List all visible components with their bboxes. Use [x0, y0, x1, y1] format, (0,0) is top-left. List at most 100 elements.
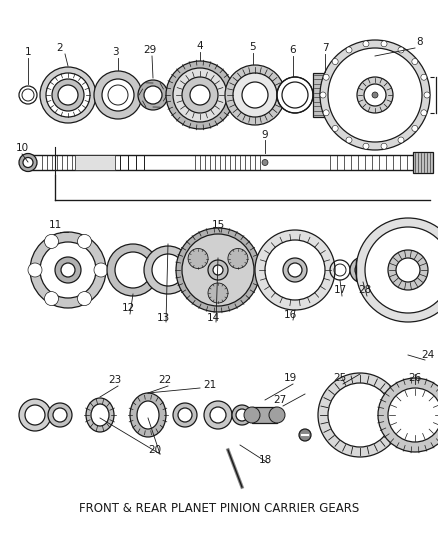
- Text: 7: 7: [321, 43, 328, 53]
- Ellipse shape: [91, 404, 109, 426]
- Circle shape: [398, 47, 404, 53]
- Circle shape: [102, 79, 134, 111]
- Circle shape: [138, 80, 168, 110]
- Circle shape: [61, 263, 75, 277]
- Circle shape: [188, 248, 208, 269]
- Circle shape: [381, 41, 387, 47]
- Text: 14: 14: [206, 313, 219, 323]
- Circle shape: [115, 252, 151, 288]
- Circle shape: [236, 409, 248, 421]
- Circle shape: [421, 74, 427, 80]
- Circle shape: [328, 48, 422, 142]
- Circle shape: [363, 143, 369, 149]
- Circle shape: [144, 86, 162, 104]
- Circle shape: [265, 240, 325, 300]
- Circle shape: [225, 65, 285, 125]
- Circle shape: [244, 407, 260, 423]
- Circle shape: [208, 283, 228, 303]
- Text: FRONT & REAR PLANET PINION CARRIER GEARS: FRONT & REAR PLANET PINION CARRIER GEARS: [79, 502, 359, 514]
- Circle shape: [424, 92, 430, 98]
- Circle shape: [350, 257, 376, 283]
- Circle shape: [23, 157, 33, 167]
- Circle shape: [346, 137, 352, 143]
- Circle shape: [173, 68, 227, 122]
- Circle shape: [323, 110, 329, 116]
- Circle shape: [176, 228, 260, 312]
- Text: 1: 1: [25, 47, 31, 57]
- Bar: [313, 73, 337, 117]
- Text: 11: 11: [48, 220, 62, 230]
- Circle shape: [381, 143, 387, 149]
- Ellipse shape: [137, 401, 159, 429]
- Circle shape: [40, 67, 96, 123]
- Text: 19: 19: [283, 373, 297, 383]
- Text: 22: 22: [159, 375, 172, 385]
- Text: 28: 28: [358, 285, 371, 295]
- Circle shape: [357, 77, 393, 113]
- Circle shape: [94, 71, 142, 119]
- Circle shape: [19, 399, 51, 431]
- Circle shape: [210, 407, 226, 423]
- Circle shape: [255, 230, 335, 310]
- Text: 3: 3: [112, 47, 118, 57]
- Text: 18: 18: [258, 455, 272, 465]
- Circle shape: [334, 90, 344, 100]
- Circle shape: [52, 79, 84, 111]
- Circle shape: [55, 257, 81, 283]
- Circle shape: [213, 265, 223, 275]
- Circle shape: [282, 82, 308, 108]
- Circle shape: [182, 77, 218, 113]
- Circle shape: [228, 248, 248, 269]
- Circle shape: [320, 92, 326, 98]
- Text: 21: 21: [203, 380, 217, 390]
- Circle shape: [288, 263, 302, 277]
- Circle shape: [19, 154, 37, 172]
- Circle shape: [94, 263, 108, 277]
- Ellipse shape: [86, 398, 114, 432]
- Text: 25: 25: [333, 373, 346, 383]
- Circle shape: [152, 254, 184, 286]
- Text: 5: 5: [250, 42, 256, 52]
- Circle shape: [30, 232, 106, 308]
- Circle shape: [388, 388, 438, 442]
- Circle shape: [144, 246, 192, 294]
- Circle shape: [412, 125, 418, 132]
- Circle shape: [299, 429, 311, 441]
- Circle shape: [269, 407, 285, 423]
- Circle shape: [45, 235, 59, 248]
- Circle shape: [346, 47, 352, 53]
- Circle shape: [182, 234, 254, 306]
- Circle shape: [358, 265, 368, 275]
- Text: 2: 2: [57, 43, 64, 53]
- Circle shape: [277, 77, 313, 113]
- Circle shape: [166, 61, 234, 129]
- Circle shape: [398, 137, 404, 143]
- Circle shape: [28, 263, 42, 277]
- Text: 9: 9: [261, 130, 268, 140]
- Circle shape: [378, 378, 438, 452]
- Circle shape: [323, 74, 329, 80]
- Text: 20: 20: [148, 445, 162, 455]
- Circle shape: [365, 227, 438, 313]
- Circle shape: [208, 260, 228, 280]
- Circle shape: [318, 373, 402, 457]
- Circle shape: [262, 159, 268, 166]
- Ellipse shape: [130, 393, 166, 437]
- Text: 6: 6: [290, 45, 297, 55]
- Circle shape: [412, 59, 418, 64]
- Circle shape: [242, 82, 268, 108]
- Circle shape: [283, 258, 307, 282]
- Text: 15: 15: [212, 220, 225, 230]
- Circle shape: [178, 408, 192, 422]
- Text: 16: 16: [283, 310, 297, 320]
- Text: 12: 12: [121, 303, 134, 313]
- Circle shape: [328, 383, 392, 447]
- Circle shape: [388, 250, 428, 290]
- Text: 27: 27: [273, 395, 286, 405]
- Circle shape: [421, 110, 427, 116]
- Circle shape: [372, 92, 378, 98]
- Text: 4: 4: [197, 41, 203, 51]
- Text: 26: 26: [408, 373, 422, 383]
- Circle shape: [107, 244, 159, 296]
- Circle shape: [48, 403, 72, 427]
